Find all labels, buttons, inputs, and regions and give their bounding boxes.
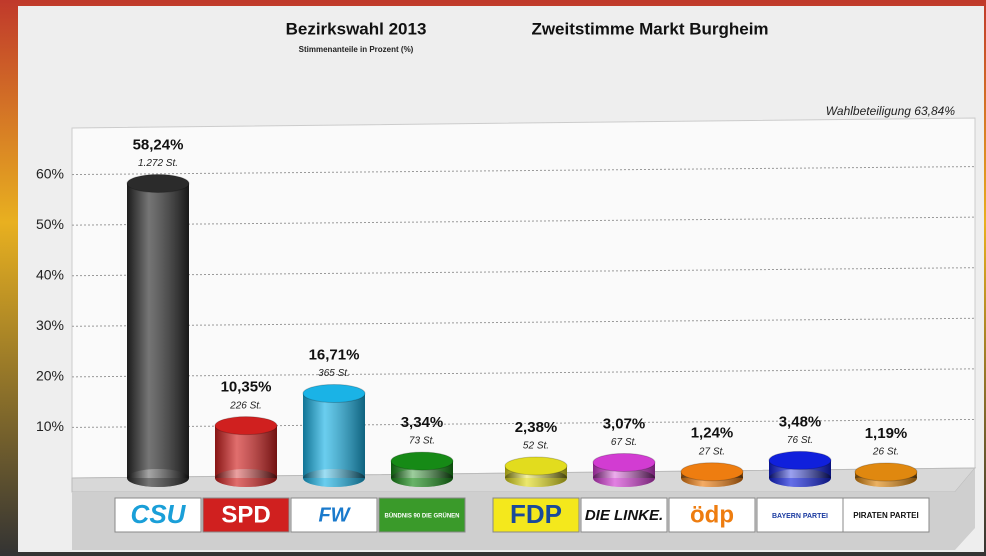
y-tick-label: 50% [36, 216, 64, 232]
vote-label: 1.272 St. [138, 158, 178, 169]
bar-shade-bottom [769, 469, 831, 487]
y-tick-label: 40% [36, 266, 64, 282]
bar-shade-bottom [127, 469, 189, 487]
value-label: 2,38% [515, 419, 558, 436]
bar-top [126, 173, 190, 193]
vote-label: 26 St. [872, 447, 899, 458]
grid-line [71, 267, 976, 277]
value-label: 1,19% [865, 425, 908, 442]
vote-label: 67 St. [611, 437, 637, 448]
chart-subtitle: Stimmenanteile in Prozent (%) [299, 45, 414, 54]
value-label: 3,48% [779, 413, 822, 430]
bar-top [680, 462, 744, 482]
annotation: Wahlbeteiligung 63,84% [826, 104, 956, 118]
value-label: 10,35% [221, 379, 272, 396]
grid-line [71, 216, 976, 226]
x-tick-label: ödp [690, 501, 734, 528]
bar-top [390, 451, 454, 471]
bar-shade-bottom [215, 469, 277, 487]
bar-shade-bottom [593, 469, 655, 487]
vote-label: 52 St. [523, 441, 549, 452]
grid-line [71, 418, 976, 428]
logo-box [668, 497, 756, 533]
bar-shade-bottom [391, 469, 453, 487]
y-tick-label: 10% [36, 418, 64, 434]
value-label: 1,24% [691, 425, 734, 442]
bar-top [592, 452, 656, 472]
chart-title: Bezirkswahl 2013 [286, 19, 427, 38]
bar-shade [127, 183, 189, 479]
x-tick-label: CSU [131, 499, 187, 529]
value-label: 16,71% [309, 346, 360, 363]
x-tick-label: PIRATEN PARTEI [853, 511, 918, 520]
x-tick-label: FDP [510, 499, 562, 529]
grid-line [71, 368, 976, 378]
logo-box [202, 497, 290, 533]
vote-label: 27 St. [698, 446, 725, 457]
x-tick-label: SPD [221, 501, 270, 528]
bar-top [214, 416, 278, 436]
logo-box [580, 497, 668, 533]
bar-top [504, 456, 568, 476]
grid-line [71, 166, 976, 176]
vote-label: 73 St. [409, 436, 435, 447]
value-label: 58,24% [133, 136, 184, 153]
bar-shade [303, 393, 365, 478]
x-tick-label: FW [318, 504, 351, 526]
vote-label: 76 St. [787, 435, 813, 446]
logo-box [114, 497, 202, 533]
logo-box [756, 497, 844, 533]
bar-top [302, 383, 366, 403]
value-label: 3,07% [603, 415, 646, 432]
grid-line [71, 317, 976, 327]
bar-top [854, 462, 918, 482]
x-tick-label: BAYERN PARTEI [772, 513, 828, 520]
chart-title-2: Zweitstimme Markt Burgheim [531, 19, 768, 38]
vote-label: 365 St. [318, 368, 350, 379]
logo-box [378, 497, 466, 533]
vote-label: 226 St. [229, 400, 262, 411]
logo-box [492, 497, 580, 533]
y-tick-label: 60% [36, 165, 64, 181]
bar-shade-bottom [303, 469, 365, 487]
y-tick-label: 20% [36, 368, 64, 384]
y-tick-label: 30% [36, 317, 64, 333]
x-tick-label: DIE LINKE. [585, 507, 663, 524]
x-tick-label: BÜNDNIS 90 DIE GRÜNEN [384, 513, 459, 520]
logo-box [290, 497, 378, 533]
bar-top [768, 450, 832, 470]
logo-box [842, 497, 930, 533]
value-label: 3,34% [401, 414, 444, 431]
